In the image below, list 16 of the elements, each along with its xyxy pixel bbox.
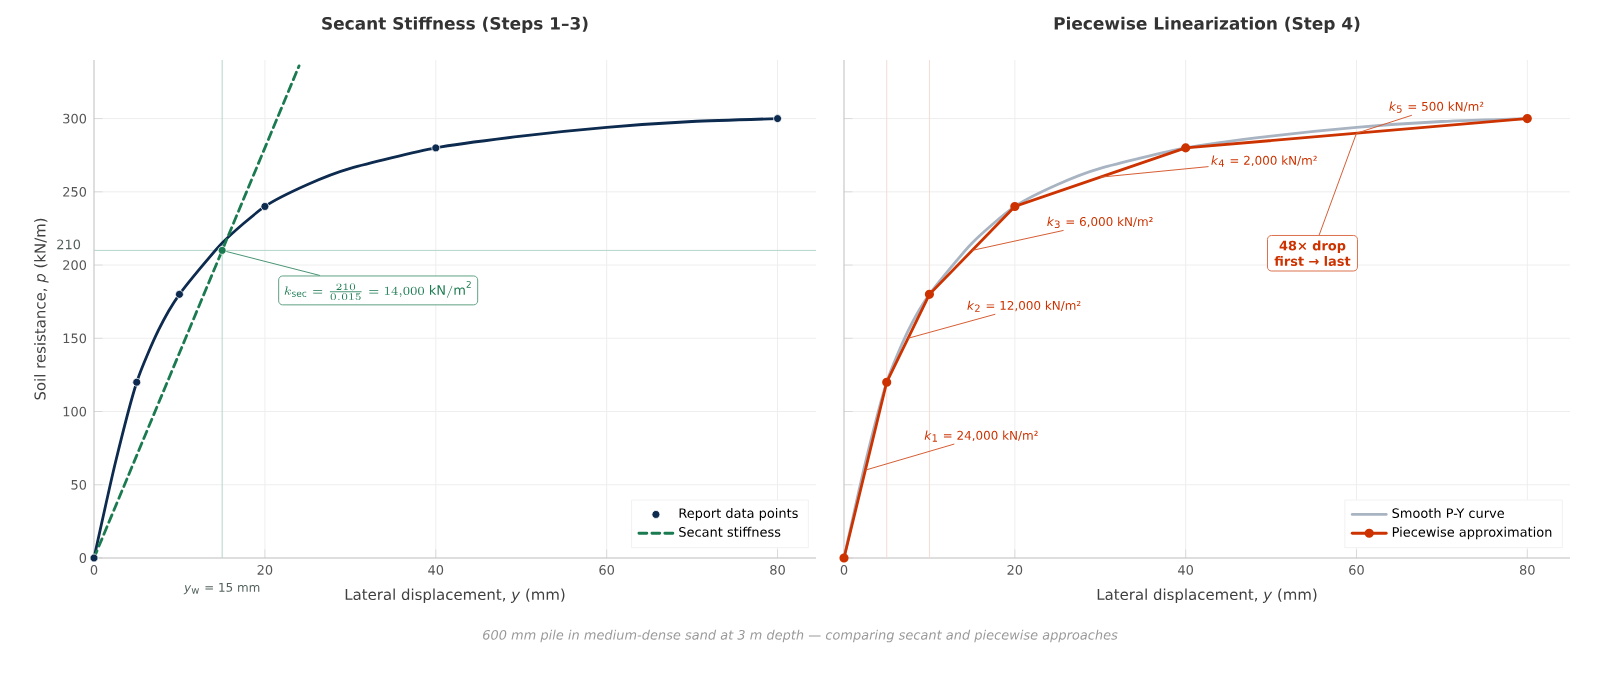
point [217,246,227,255]
point [1522,114,1532,124]
point [882,377,892,387]
point [839,553,849,563]
chart-title: Piecewise Linearization (Step 4) [1054,16,1360,34]
point [89,553,99,563]
point [773,114,782,123]
point [132,377,142,387]
point [1181,143,1191,153]
point [431,143,441,153]
annotation: $k_{\mathrm{sec}} = \frac{210}{0.015} = 14{,}000\ \mathrm{kN/m^2}$ [284,280,471,301]
point [924,289,935,299]
point [1010,201,1020,212]
point [260,202,270,211]
chart-title: Secant Stiffness (Steps 1–3) [322,16,588,34]
point [175,289,184,299]
